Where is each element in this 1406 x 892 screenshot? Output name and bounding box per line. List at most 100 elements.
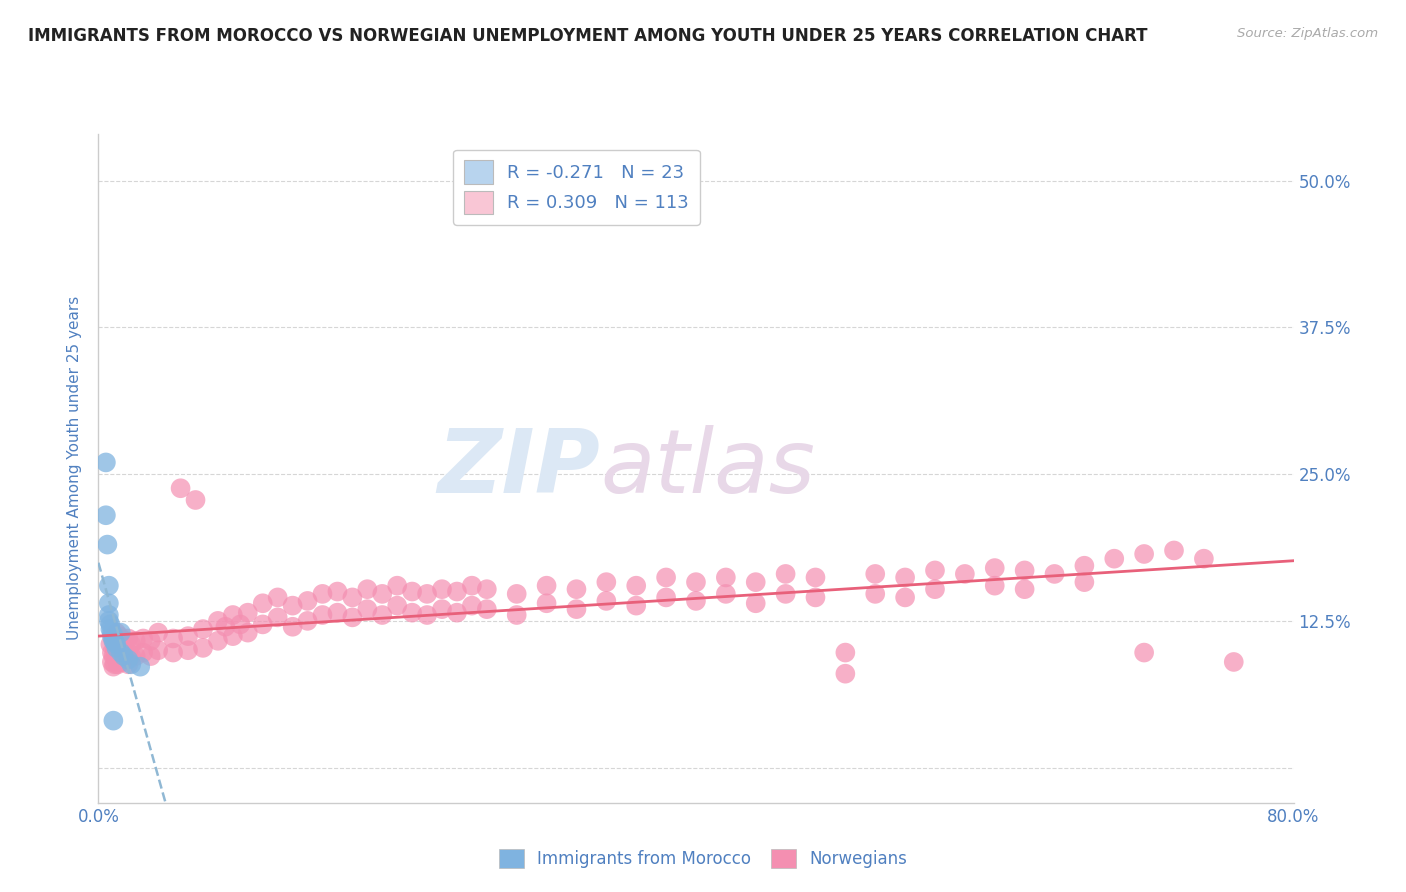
- Point: [100, 622, 122, 636]
- Point: [446, 584, 468, 599]
- Point: [834, 666, 856, 681]
- Point: [865, 566, 887, 581]
- Point: [297, 614, 319, 628]
- Point: [104, 657, 127, 672]
- Point: [162, 632, 184, 646]
- Point: [834, 646, 856, 660]
- Point: [267, 591, 290, 605]
- Point: [110, 646, 132, 660]
- Point: [281, 599, 304, 613]
- Point: [110, 625, 132, 640]
- Point: [132, 632, 155, 646]
- Point: [103, 649, 125, 664]
- Point: [565, 582, 588, 597]
- Point: [356, 582, 378, 597]
- Point: [356, 602, 378, 616]
- Point: [177, 629, 200, 643]
- Point: [207, 633, 229, 648]
- Point: [1133, 547, 1156, 561]
- Point: [120, 657, 142, 672]
- Point: [120, 649, 142, 664]
- Point: [101, 625, 124, 640]
- Point: [984, 561, 1007, 575]
- Point: [685, 575, 707, 590]
- Point: [117, 657, 139, 672]
- Point: [804, 570, 827, 584]
- Point: [139, 649, 162, 664]
- Point: [148, 643, 170, 657]
- Point: [100, 637, 122, 651]
- Point: [595, 575, 617, 590]
- Point: [114, 633, 136, 648]
- Point: [101, 629, 124, 643]
- Point: [117, 632, 139, 646]
- Point: [1043, 566, 1066, 581]
- Point: [114, 651, 136, 665]
- Text: ZIP: ZIP: [437, 425, 600, 512]
- Point: [894, 591, 917, 605]
- Point: [416, 587, 439, 601]
- Point: [655, 570, 678, 584]
- Text: atlas: atlas: [600, 425, 815, 511]
- Point: [117, 652, 139, 666]
- Point: [461, 599, 484, 613]
- Point: [97, 614, 120, 628]
- Point: [103, 633, 125, 648]
- Point: [101, 646, 124, 660]
- Point: [475, 602, 498, 616]
- Point: [1014, 563, 1036, 577]
- Point: [804, 591, 827, 605]
- Point: [865, 587, 887, 601]
- Point: [105, 640, 128, 655]
- Point: [120, 637, 142, 651]
- Point: [104, 629, 127, 643]
- Point: [252, 596, 274, 610]
- Point: [107, 657, 129, 672]
- Point: [207, 614, 229, 628]
- Point: [894, 570, 917, 584]
- Point: [105, 637, 128, 651]
- Point: [148, 625, 170, 640]
- Point: [103, 659, 125, 673]
- Point: [401, 584, 423, 599]
- Point: [385, 579, 409, 593]
- Point: [953, 566, 976, 581]
- Point: [169, 481, 191, 495]
- Point: [214, 620, 236, 634]
- Point: [125, 649, 148, 664]
- Point: [112, 649, 135, 664]
- Point: [326, 606, 349, 620]
- Point: [775, 587, 797, 601]
- Point: [745, 596, 768, 610]
- Point: [105, 640, 128, 655]
- Point: [401, 606, 423, 620]
- Point: [626, 599, 648, 613]
- Point: [125, 633, 148, 648]
- Point: [104, 643, 127, 657]
- Point: [984, 579, 1007, 593]
- Point: [1133, 646, 1156, 660]
- Point: [506, 587, 529, 601]
- Point: [111, 655, 134, 669]
- Point: [475, 582, 498, 597]
- Point: [97, 579, 120, 593]
- Point: [714, 570, 737, 584]
- Point: [101, 655, 124, 669]
- Point: [252, 617, 274, 632]
- Point: [626, 579, 648, 593]
- Point: [371, 607, 394, 622]
- Point: [371, 587, 394, 601]
- Point: [745, 575, 768, 590]
- Point: [229, 617, 252, 632]
- Point: [129, 659, 152, 673]
- Point: [97, 596, 120, 610]
- Y-axis label: Unemployment Among Youth under 25 years: Unemployment Among Youth under 25 years: [67, 296, 83, 640]
- Point: [96, 538, 118, 552]
- Point: [108, 643, 131, 657]
- Point: [1073, 575, 1095, 590]
- Point: [97, 607, 120, 622]
- Point: [342, 591, 364, 605]
- Point: [385, 599, 409, 613]
- Point: [94, 508, 117, 523]
- Point: [103, 633, 125, 648]
